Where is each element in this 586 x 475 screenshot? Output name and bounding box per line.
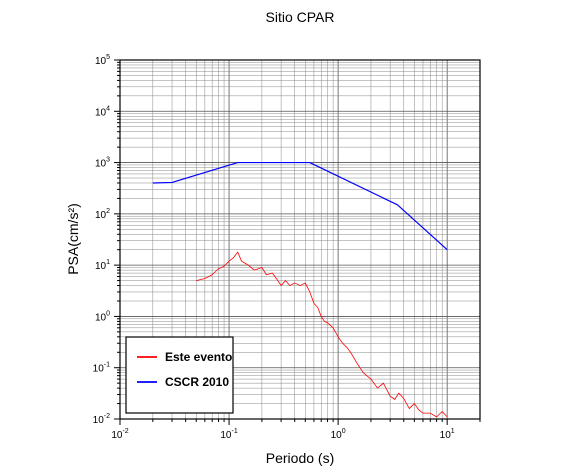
x-tick-label: 10-1 xyxy=(220,428,237,441)
y-tick-label: 105 xyxy=(95,54,110,67)
y-tick-label: 103 xyxy=(95,157,110,170)
chart-title: Sitio CPAR xyxy=(266,9,335,25)
y-tick-label: 102 xyxy=(95,208,110,221)
x-tick-label: 100 xyxy=(331,428,346,441)
y-tick-label: 101 xyxy=(95,259,110,272)
legend-label-0: Este evento xyxy=(165,350,232,364)
y-tick-label: 104 xyxy=(95,105,110,118)
legend: Este evento CSCR 2010 xyxy=(125,336,234,414)
y-tick-label: 10-1 xyxy=(93,362,110,375)
series-layer xyxy=(152,161,448,418)
x-tick-label: 10-2 xyxy=(111,428,128,441)
tick-layer: 10-2 10-1 100 101 10-2 10-1 100 101 102 103 104 105 xyxy=(93,54,481,441)
y-tick-label: 10-2 xyxy=(93,413,110,426)
y-tick-label: 100 xyxy=(95,310,110,323)
series-line-0 xyxy=(196,251,448,418)
plot-frame xyxy=(119,59,481,420)
legend-label-1: CSCR 2010 xyxy=(165,375,229,389)
y-axis-label: PSA(cm/s²) xyxy=(65,203,81,275)
x-axis-label: Periodo (s) xyxy=(266,450,334,466)
x-tick-label: 101 xyxy=(440,428,455,441)
legend-box xyxy=(125,336,234,414)
series-line-1 xyxy=(152,161,448,251)
